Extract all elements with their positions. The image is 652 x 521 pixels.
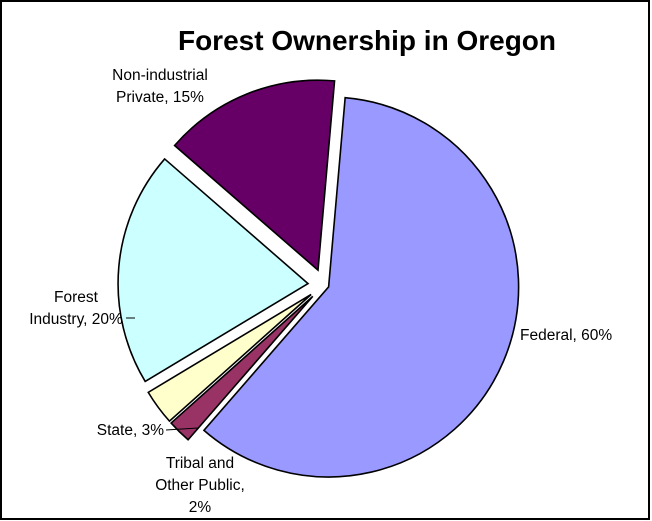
- slice-label-non-industrial: Non-industrial Private, 15%: [112, 67, 208, 106]
- slice-label-federal-60: Federal, 60%: [520, 327, 612, 344]
- slice-label-forest: Forest Industry, 20%: [29, 289, 123, 328]
- leader-line-state-3: [165, 427, 199, 431]
- pie-slices: [117, 79, 520, 478]
- pie-slice-tribal-and: [169, 295, 314, 441]
- slice-label-state-3: State, 3%: [97, 422, 164, 439]
- pie-slice-federal-60: [202, 96, 520, 478]
- pie-slice-non-industrial: [173, 79, 336, 272]
- pie-slice-state-3: [147, 293, 312, 423]
- slice-label-tribal-and: Tribal and Other Public, 2%: [155, 455, 245, 516]
- chart-title: Forest Ownership in Oregon: [178, 25, 556, 56]
- slice-labels: Federal, 60% Tribal and Other Public, 2% Sta…: [29, 67, 612, 516]
- leader-lines: [126, 317, 199, 431]
- pie-slice-forest: [117, 157, 310, 383]
